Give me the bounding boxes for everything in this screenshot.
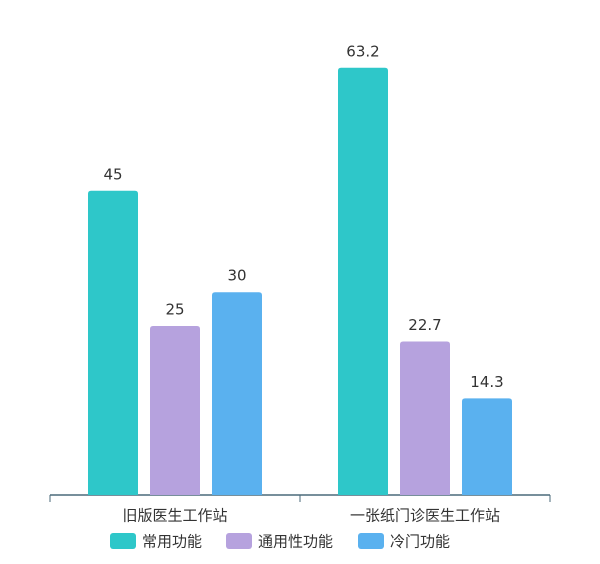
data-label: 63.2	[346, 42, 379, 60]
bar	[150, 326, 200, 495]
data-label: 30	[227, 267, 246, 285]
bar	[88, 190, 138, 496]
bar	[400, 341, 450, 495]
data-label: 45	[103, 165, 122, 183]
legend-label: 通用性功能	[258, 533, 333, 551]
legend-label: 常用功能	[142, 533, 202, 551]
legend-swatch	[226, 533, 252, 549]
bar	[462, 398, 512, 495]
data-label: 22.7	[408, 316, 441, 334]
data-label: 14.3	[470, 373, 503, 391]
legend-swatch	[358, 533, 384, 549]
bar	[338, 67, 388, 495]
legend-label: 冷门功能	[390, 533, 450, 551]
x-tick-label: 旧版医生工作站	[122, 507, 227, 525]
legend-swatch	[110, 533, 136, 549]
bar	[212, 292, 262, 495]
data-label: 25	[165, 301, 184, 319]
x-tick-label: 一张纸门诊医生工作站	[350, 507, 500, 525]
